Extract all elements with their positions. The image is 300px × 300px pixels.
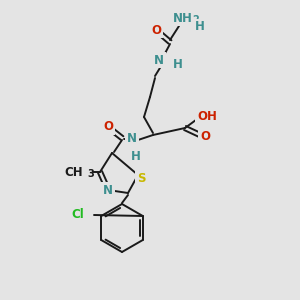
Text: N: N	[103, 184, 113, 196]
Text: Cl: Cl	[71, 208, 84, 221]
Text: 2: 2	[192, 15, 199, 25]
Text: N: N	[154, 53, 164, 67]
Text: N: N	[127, 133, 137, 146]
Text: O: O	[103, 121, 113, 134]
Text: O: O	[151, 23, 161, 37]
Text: O: O	[200, 130, 210, 142]
Text: 3: 3	[87, 169, 94, 179]
Text: S: S	[137, 172, 145, 184]
Text: CH: CH	[64, 166, 83, 178]
Text: NH: NH	[173, 11, 193, 25]
Text: H: H	[195, 20, 205, 34]
Text: H: H	[131, 151, 141, 164]
Text: OH: OH	[197, 110, 217, 122]
Text: H: H	[173, 58, 183, 71]
